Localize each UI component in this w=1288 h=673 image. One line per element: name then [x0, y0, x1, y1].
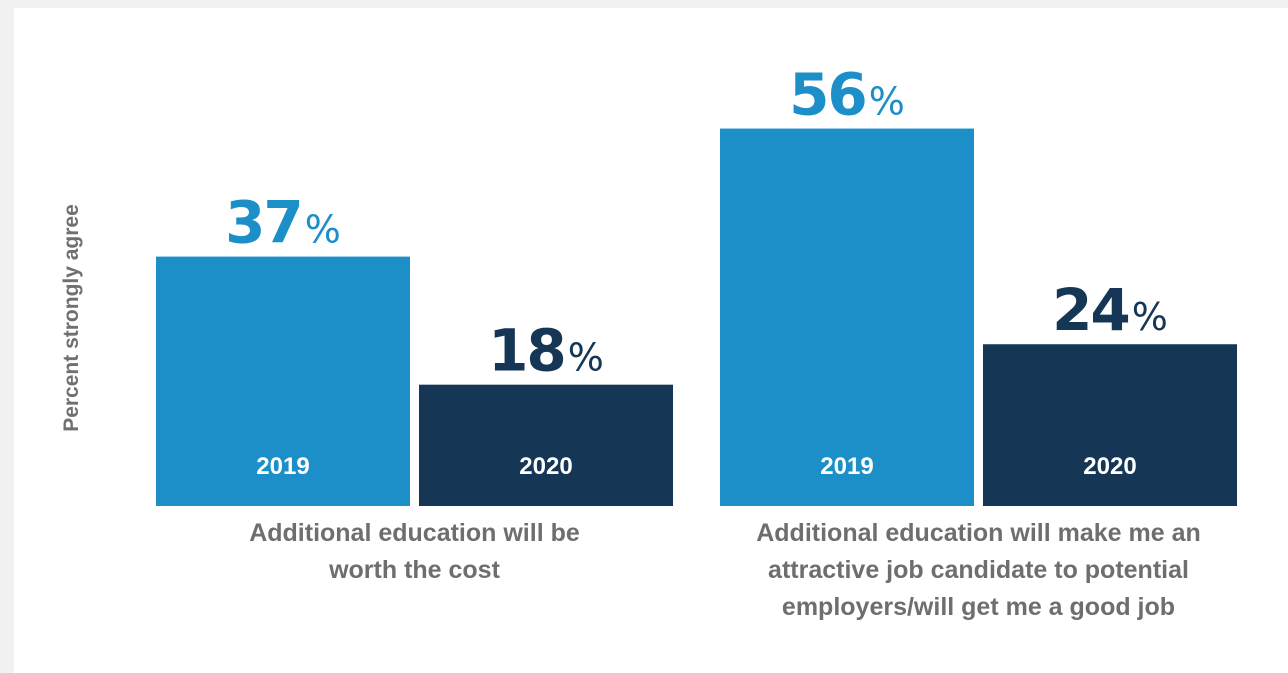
- bar-value-label: 18%: [488, 317, 604, 385]
- bar-value-unit: %: [1132, 295, 1168, 339]
- bar-value-unit: %: [305, 208, 341, 252]
- y-axis-label: Percent strongly agree: [60, 204, 83, 432]
- bar-value-label: 56%: [789, 61, 905, 129]
- bar-value-label: 24%: [1052, 276, 1168, 344]
- group-label-line: Additional education will be: [249, 519, 580, 547]
- group-label-2: Additional education will make me an attr…: [756, 519, 1201, 621]
- group-label-1: Additional education will be worth the co…: [249, 519, 580, 584]
- bar-1-2019: [156, 256, 410, 506]
- bar-value-unit: %: [568, 336, 604, 380]
- bar-category-label: 2019: [256, 453, 309, 480]
- bar-value-unit: %: [869, 80, 905, 124]
- group-label-line: attractive job candidate to potential: [768, 556, 1189, 584]
- bar-value-number: 18: [488, 317, 565, 385]
- bar-value-number: 56: [789, 61, 866, 129]
- bar-category-label: 2020: [1083, 453, 1136, 480]
- bar-value-number: 37: [225, 189, 302, 257]
- bar-category-label: 2019: [820, 453, 873, 480]
- group-label-line: worth the cost: [328, 556, 501, 584]
- bar-2-2019: [720, 128, 974, 506]
- group-label-line: Additional education will make me an: [756, 519, 1201, 547]
- bar-value-number: 24: [1052, 276, 1129, 344]
- bar-category-label: 2020: [519, 453, 572, 480]
- bar-value-label: 37%: [225, 189, 341, 257]
- bar-1-2020: [419, 384, 673, 506]
- group-label-line: employers/will get me a good job: [782, 593, 1175, 621]
- bar-2-2020: [983, 344, 1237, 506]
